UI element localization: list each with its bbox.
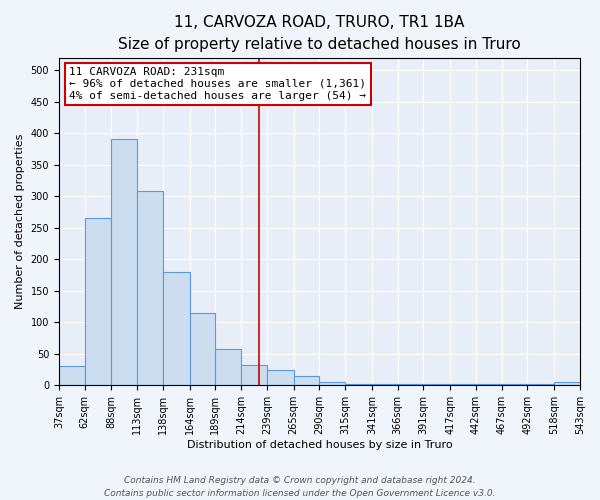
Bar <box>424 384 450 386</box>
Bar <box>241 365 267 386</box>
Y-axis label: Number of detached properties: Number of detached properties <box>15 134 25 309</box>
Bar <box>345 384 372 386</box>
Text: 11 CARVOZA ROAD: 231sqm
← 96% of detached houses are smaller (1,361)
4% of semi-: 11 CARVOZA ROAD: 231sqm ← 96% of detache… <box>70 68 367 100</box>
Bar <box>319 382 345 386</box>
Bar <box>476 384 502 386</box>
Bar <box>267 370 294 386</box>
Bar <box>502 384 527 386</box>
Bar <box>163 272 190 386</box>
Bar <box>527 384 554 386</box>
Bar <box>450 384 476 386</box>
Bar <box>137 191 163 386</box>
X-axis label: Distribution of detached houses by size in Truro: Distribution of detached houses by size … <box>187 440 452 450</box>
Bar <box>112 140 137 386</box>
Bar <box>554 382 580 386</box>
Bar <box>372 384 398 386</box>
Bar <box>85 218 112 386</box>
Text: Contains HM Land Registry data © Crown copyright and database right 2024.
Contai: Contains HM Land Registry data © Crown c… <box>104 476 496 498</box>
Bar <box>59 366 85 386</box>
Title: 11, CARVOZA ROAD, TRURO, TR1 1BA
Size of property relative to detached houses in: 11, CARVOZA ROAD, TRURO, TR1 1BA Size of… <box>118 15 521 52</box>
Bar <box>398 384 424 386</box>
Bar <box>294 376 319 386</box>
Bar <box>190 313 215 386</box>
Bar <box>215 349 241 386</box>
